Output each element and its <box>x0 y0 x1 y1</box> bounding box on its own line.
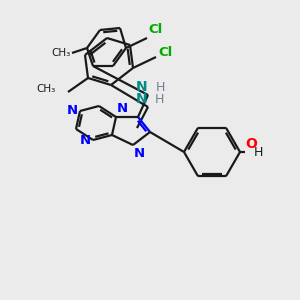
Text: H: H <box>254 146 263 160</box>
Text: CH₃: CH₃ <box>52 48 71 58</box>
Text: CH₃: CH₃ <box>37 84 56 94</box>
Text: H: H <box>155 93 164 106</box>
Text: N: N <box>135 92 147 106</box>
Text: O: O <box>245 137 257 151</box>
Text: N: N <box>135 80 147 94</box>
Text: Cl: Cl <box>148 23 162 36</box>
Text: N: N <box>134 147 145 160</box>
Text: N: N <box>80 134 91 148</box>
Text: N: N <box>67 104 78 118</box>
Text: H: H <box>156 81 165 94</box>
Text: N: N <box>117 102 128 115</box>
Text: Cl: Cl <box>158 46 172 59</box>
